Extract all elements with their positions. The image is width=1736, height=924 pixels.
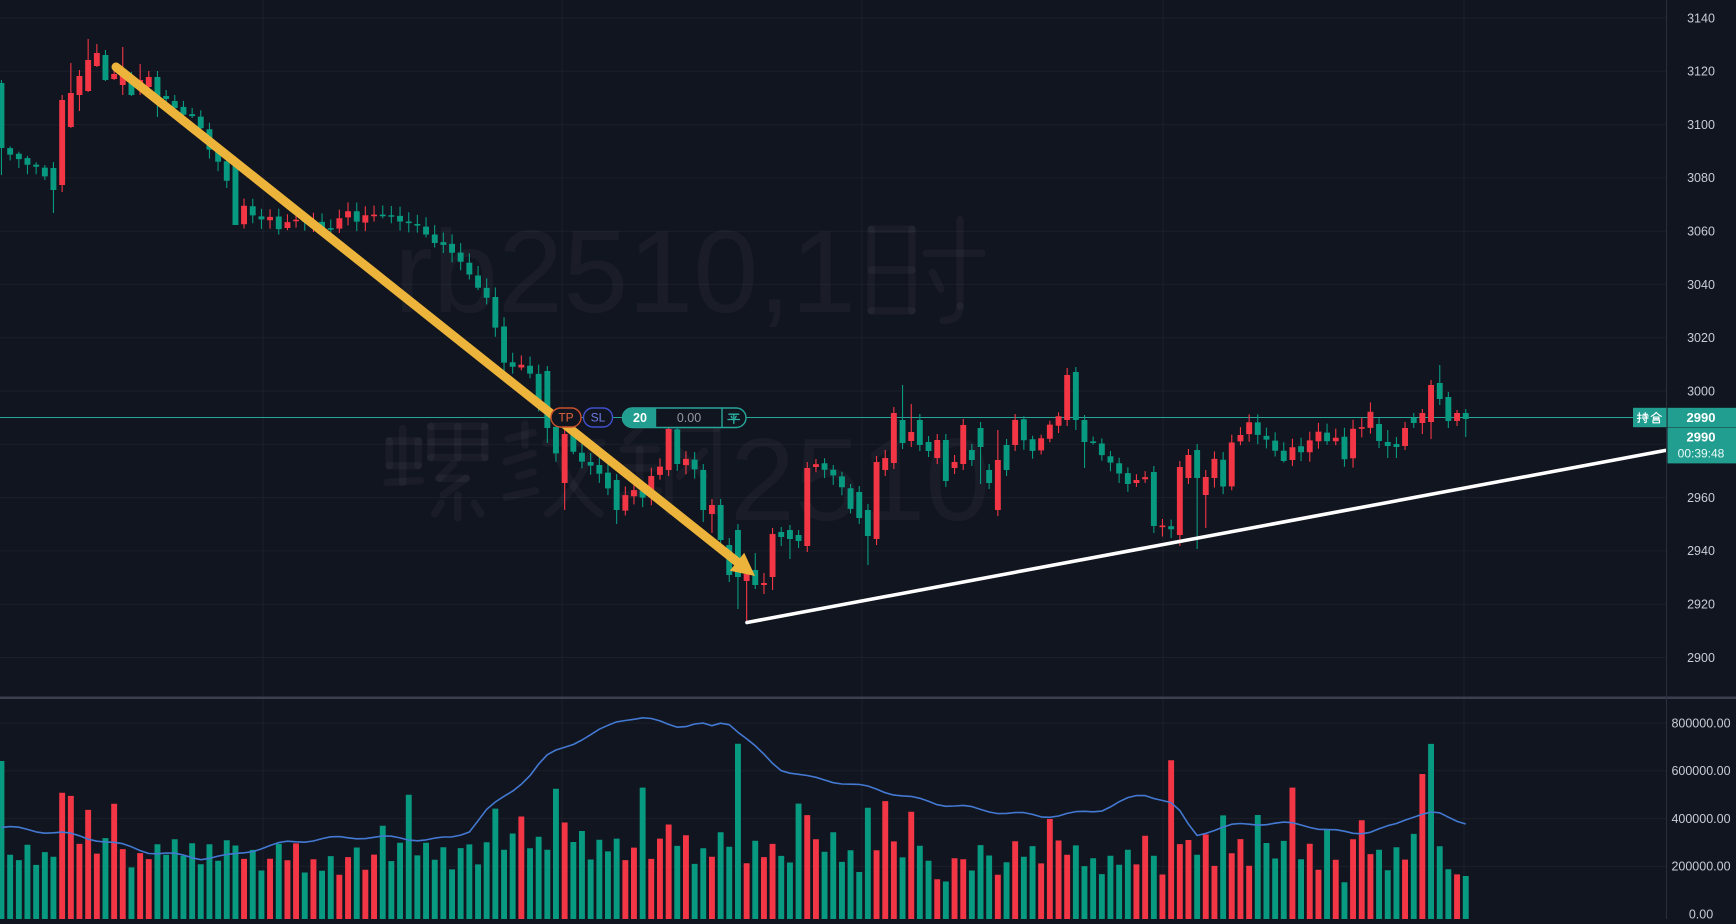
svg-text:3140: 3140 — [1687, 11, 1715, 25]
svg-text:rb2510,1: rb2510,1 — [394, 206, 856, 337]
svg-text:2960: 2960 — [1687, 491, 1715, 505]
svg-text:2900: 2900 — [1687, 651, 1715, 665]
svg-text:2990: 2990 — [1687, 430, 1716, 445]
svg-text:3080: 3080 — [1687, 171, 1715, 185]
svg-text:2990: 2990 — [1687, 410, 1716, 425]
svg-text:800000.00: 800000.00 — [1671, 716, 1730, 730]
svg-text:3100: 3100 — [1687, 118, 1715, 132]
svg-text:400000.00: 400000.00 — [1671, 812, 1730, 826]
svg-text:0.00: 0.00 — [1689, 908, 1713, 920]
svg-text:600000.00: 600000.00 — [1671, 764, 1730, 778]
svg-text:SL: SL — [591, 411, 606, 425]
svg-text:3020: 3020 — [1687, 331, 1715, 345]
svg-text:20: 20 — [633, 411, 647, 425]
svg-text:3040: 3040 — [1687, 278, 1715, 292]
svg-text:2510: 2510 — [730, 414, 990, 545]
svg-text:2940: 2940 — [1687, 544, 1715, 558]
svg-text:00:39:48: 00:39:48 — [1678, 447, 1725, 461]
svg-text:3120: 3120 — [1687, 65, 1715, 79]
svg-text:TP: TP — [558, 411, 573, 425]
svg-text:3060: 3060 — [1687, 225, 1715, 239]
svg-text:3000: 3000 — [1687, 384, 1715, 398]
svg-text:200000.00: 200000.00 — [1671, 860, 1730, 874]
svg-text:0.00: 0.00 — [677, 411, 701, 425]
svg-text:2920: 2920 — [1687, 598, 1715, 612]
